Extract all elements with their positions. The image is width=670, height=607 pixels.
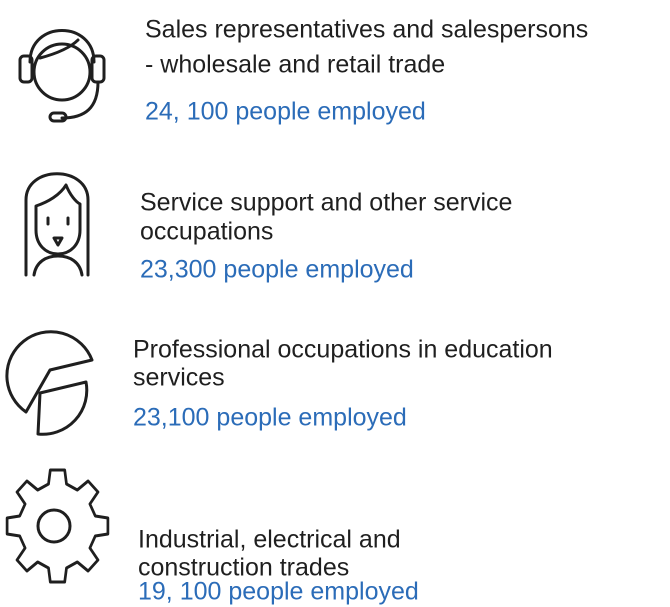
employed-count: 23,300 people employed <box>140 255 414 284</box>
employed-count: 23,100 people employed <box>133 403 407 432</box>
item-title: Sales representatives and salespersons <box>145 15 589 44</box>
person-icon <box>24 172 90 277</box>
pie-icon <box>5 330 94 436</box>
item-title: Professional occupations in education <box>133 335 553 364</box>
employed-count: 24, 100 people employed <box>145 97 426 126</box>
item-title: Service support and other service <box>140 188 513 217</box>
headset-icon <box>18 29 106 123</box>
item-title: Industrial, electrical and <box>138 525 401 554</box>
item-title: occupations <box>140 217 274 246</box>
item-title: construction trades <box>138 553 350 582</box>
gear-icon <box>5 468 110 584</box>
item-title: - wholesale and retail trade <box>145 50 446 79</box>
item-title: services <box>133 363 225 392</box>
employed-count: 19, 100 people employed <box>138 577 419 606</box>
